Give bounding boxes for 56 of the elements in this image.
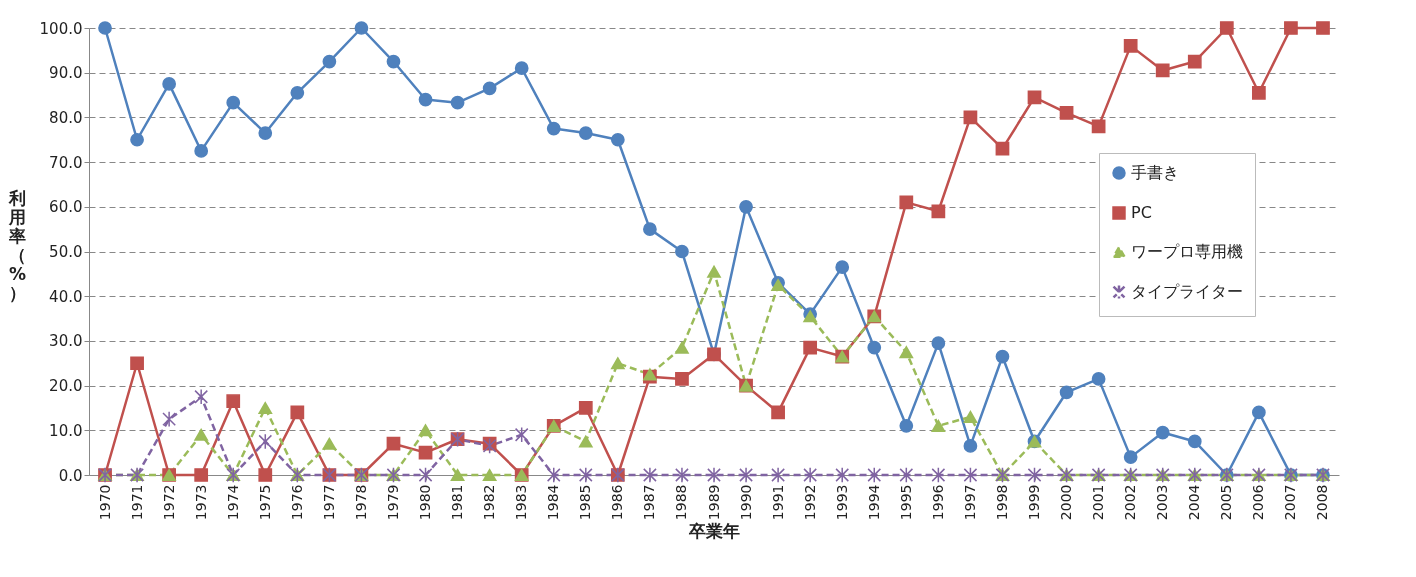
y-tick-label: 40.0 [49, 287, 83, 306]
y-axis-title: 利用率（%） [8, 187, 27, 303]
x-tick-label: 1999 [1026, 484, 1043, 521]
x-tick-label: 1982 [481, 484, 498, 521]
x-tick-label: 2007 [1282, 484, 1299, 521]
legend-label: 手書き [1131, 163, 1179, 182]
x-tick-label: 1987 [641, 484, 658, 521]
x-tick-label: 1976 [288, 484, 305, 521]
x-tick-label: 1998 [993, 484, 1010, 521]
x-tick-label: 1991 [769, 484, 786, 521]
y-tick-label: 80.0 [49, 108, 83, 127]
x-axis-title: 卒業年 [688, 521, 740, 542]
y-tick-label: 100.0 [39, 19, 83, 38]
x-tick-label: 1993 [833, 484, 850, 521]
x-tick-label: 2005 [1218, 484, 1235, 521]
y-tick-label: 20.0 [49, 377, 83, 396]
x-tick-label: 1974 [224, 484, 241, 521]
x-tick-label: 1996 [929, 484, 946, 521]
x-tick-label: 1995 [897, 484, 914, 521]
x-tick-label: 2003 [1154, 484, 1171, 521]
x-tick-label: 2004 [1186, 484, 1203, 521]
x-tick-label: 1992 [801, 484, 818, 521]
y-tick-label: 60.0 [49, 198, 83, 217]
y-tick-label: 0.0 [58, 466, 83, 485]
x-tick-label: 1985 [577, 484, 594, 521]
x-tick-label: 1981 [449, 484, 466, 521]
x-tick-label: 1980 [417, 484, 434, 521]
x-tick-label: 1994 [865, 484, 882, 521]
legend-label: タイプライター [1131, 282, 1243, 301]
x-tick-label: 1990 [737, 484, 754, 521]
x-tick-label: 1972 [160, 484, 177, 521]
legend-label: PC [1131, 203, 1152, 222]
x-tick-label: 1989 [705, 484, 722, 521]
x-tick-label: 2002 [1122, 484, 1139, 521]
y-tick-label: 50.0 [49, 243, 83, 261]
y-tick-label: 90.0 [49, 64, 83, 83]
x-tick-label: 1977 [320, 484, 337, 521]
x-tick-label: 2006 [1250, 484, 1267, 521]
x-tick-label: 1984 [545, 484, 562, 521]
legend-label: ワープロ専用機 [1131, 242, 1243, 261]
x-tick-label: 2001 [1090, 484, 1107, 521]
y-tick-label: 70.0 [49, 153, 83, 172]
x-tick-label: 1997 [961, 484, 978, 521]
x-tick-label: 1983 [513, 484, 530, 521]
x-tick-label: 1975 [256, 484, 273, 521]
x-tick-label: 1986 [609, 484, 626, 521]
x-tick-label: 1970 [96, 484, 113, 521]
x-tick-label: 1971 [128, 484, 145, 521]
x-tick-label: 2000 [1058, 484, 1075, 521]
x-tick-label: 1988 [673, 484, 690, 521]
x-tick-label: 2008 [1314, 484, 1331, 521]
x-tick-label: 1979 [384, 484, 401, 521]
y-tick-label: 10.0 [49, 421, 83, 440]
y-tick-label: 30.0 [49, 332, 83, 351]
x-tick-label: 1973 [192, 484, 209, 521]
x-tick-label: 1978 [352, 484, 369, 521]
